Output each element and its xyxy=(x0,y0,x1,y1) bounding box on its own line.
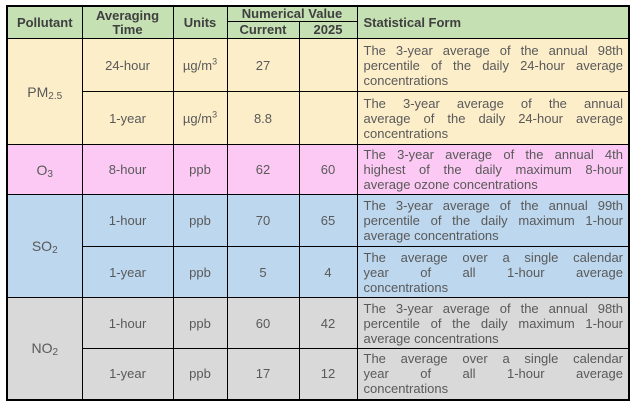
table-row: SO2 1-hour ppb 70 65 The 3-year average … xyxy=(6,194,630,298)
statistical-form-cell: The 3-year average of the annual 98th pe… xyxy=(356,297,630,349)
units-cell: ppb xyxy=(172,194,228,247)
current-value-cell: 8.8 xyxy=(226,91,300,145)
table-row: 1-year µg/m3 8.8 The 3-year average of t… xyxy=(7,91,630,145)
units-superscript: 3 xyxy=(212,56,218,67)
units-label: ppb xyxy=(189,264,211,280)
averaging-time-cell: 1-year xyxy=(81,246,174,298)
statistical-form-cell: The 3-year average of the annual 99th pe… xyxy=(356,194,630,247)
table-row: PM2.5 24-hour µg/m3 27 The 3-year averag… xyxy=(6,38,630,145)
table-row: O3 8-hour ppb 62 60 The 3-year average o… xyxy=(6,144,630,195)
units-label: µg/m xyxy=(182,110,213,126)
form-line: concentrations xyxy=(363,125,449,141)
averaging-time-cell: 1-hour xyxy=(81,194,174,247)
pollutant-cell-pm25: PM2.5 xyxy=(6,38,83,145)
units-label: ppb xyxy=(189,213,211,228)
air-quality-standards-table: Pollutant Averaging Time Units Numerical… xyxy=(6,5,631,401)
table-row: 1-year ppb 5 4 The average over a single… xyxy=(7,246,630,298)
pollutant-subscript: 2 xyxy=(52,347,59,359)
form-line: The average over a single calendar xyxy=(363,249,624,265)
form-line: year of all 1-hour average xyxy=(363,264,624,280)
header-statistical-form: Statistical Form xyxy=(356,5,630,39)
form-line: The average over a single calendar xyxy=(363,351,624,367)
header-units: Units xyxy=(172,5,228,39)
pollutant-cell-o3: O3 xyxy=(6,144,83,195)
value-2025-cell: 65 xyxy=(298,194,358,247)
statistical-form-cell: The 3-year average of the annual average… xyxy=(356,91,630,145)
current-value-cell: 70 xyxy=(226,194,300,247)
form-line: highest of the daily maximum 8-hour xyxy=(363,162,624,177)
units-cell: µg/m3 xyxy=(172,91,228,145)
value-2025-cell: 4 xyxy=(298,246,358,298)
table-header: Pollutant Averaging Time Units Numerical… xyxy=(6,5,630,39)
averaging-time-cell: 24-hour xyxy=(81,38,174,92)
units-label: µg/m xyxy=(182,57,213,73)
standards-table-container: Pollutant Averaging Time Units Numerical… xyxy=(6,5,631,401)
statistical-form-cell: The 3-year average of the annual 4th hig… xyxy=(356,144,630,195)
value-2025-cell: 42 xyxy=(298,297,358,349)
form-line: average concentrations xyxy=(363,228,499,243)
form-line: The 3-year average of the annual 98th xyxy=(363,300,624,316)
header-current: Current xyxy=(226,21,300,39)
pollutant-subscript: 2.5 xyxy=(48,90,63,102)
units-cell: ppb xyxy=(172,348,228,400)
form-line: average of the daily 24-hour average xyxy=(363,110,624,126)
value-2025-cell: 12 xyxy=(298,348,358,400)
pollutant-subscript: 2 xyxy=(52,245,58,256)
units-cell: ppb xyxy=(172,144,228,195)
form-line: concentrations xyxy=(363,72,449,88)
pollutant-cell-no2: NO2 xyxy=(6,297,83,400)
value-2025-cell xyxy=(298,38,358,92)
form-line: The 3-year average of the annual xyxy=(363,95,624,111)
pollutant-subscript: 3 xyxy=(47,168,53,180)
pollutant-label: PM xyxy=(27,83,49,100)
current-value-cell: 5 xyxy=(226,246,300,298)
value-2025-cell xyxy=(298,91,358,145)
table-row: NO2 1-hour ppb 60 42 The 3-year average … xyxy=(6,297,630,400)
form-line: concentrations xyxy=(363,381,449,397)
form-line: year of all 1-hour average xyxy=(363,366,624,382)
form-line: The 3-year average of the annual 98th xyxy=(363,42,624,58)
statistical-form-cell: The average over a single calendar year … xyxy=(356,246,630,298)
pollutant-label: NO xyxy=(31,340,53,357)
current-value-cell: 60 xyxy=(226,297,300,349)
current-value-cell: 27 xyxy=(226,38,300,92)
table-row: 1-year ppb 17 12 The average over a sing… xyxy=(7,348,630,400)
form-line: The 3-year average of the annual 99th xyxy=(363,198,624,213)
header-pollutant: Pollutant xyxy=(6,5,83,39)
value-2025-cell: 60 xyxy=(298,144,358,195)
averaging-time-cell: 1-year xyxy=(81,348,174,400)
statistical-form-cell: The average over a single calendar year … xyxy=(356,348,630,400)
form-line: percentile of the daily 24-hour average xyxy=(363,57,624,73)
pollutant-label: SO xyxy=(31,238,53,254)
units-label: ppb xyxy=(189,315,211,331)
form-line: concentrations xyxy=(363,279,449,295)
header-numerical-value: Numerical Value xyxy=(226,5,358,22)
units-cell: µg/m3 xyxy=(172,38,228,92)
form-line: average concentrations xyxy=(363,330,499,346)
form-line: percentile of the daily maximum 1-hour xyxy=(363,315,624,331)
form-line: average ozone concentrations xyxy=(363,177,538,192)
current-value-cell: 62 xyxy=(226,144,300,195)
averaging-time-cell: 8-hour xyxy=(81,144,174,195)
pollutant-cell-so2: SO2 xyxy=(6,194,83,298)
units-label: ppb xyxy=(189,162,211,177)
form-line: The 3-year average of the annual 4th xyxy=(363,147,624,162)
pollutant-label: O xyxy=(36,161,48,178)
units-cell: ppb xyxy=(172,297,228,349)
current-value-cell: 17 xyxy=(226,348,300,400)
header-2025: 2025 xyxy=(298,21,358,39)
statistical-form-cell: The 3-year average of the annual 98th pe… xyxy=(356,38,630,92)
units-label: ppb xyxy=(189,366,211,382)
header-averaging-time: Averaging Time xyxy=(81,5,174,39)
form-line: percentile of the daily maximum 1-hour xyxy=(363,213,624,228)
averaging-time-cell: 1-hour xyxy=(81,297,174,349)
averaging-time-cell: 1-year xyxy=(81,91,174,145)
units-superscript: 3 xyxy=(212,109,218,120)
units-cell: ppb xyxy=(172,246,228,298)
